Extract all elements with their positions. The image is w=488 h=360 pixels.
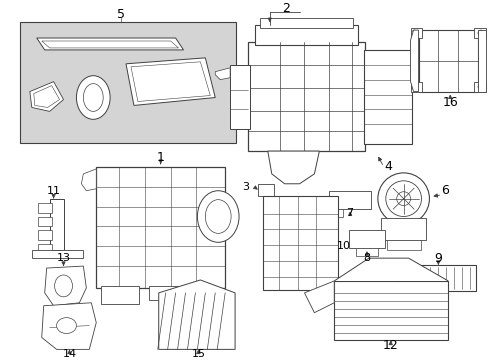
Bar (334, 281, 447, 341)
Polygon shape (215, 68, 230, 80)
Ellipse shape (411, 30, 417, 36)
Ellipse shape (411, 84, 417, 90)
Bar (32, 250, 83, 258)
Ellipse shape (477, 30, 483, 36)
Bar (148, 286, 178, 300)
Bar (257, 184, 273, 196)
Polygon shape (44, 266, 86, 306)
Ellipse shape (55, 275, 72, 297)
Ellipse shape (396, 192, 410, 206)
Polygon shape (41, 303, 96, 349)
Bar (38, 244, 52, 254)
Bar (473, 82, 485, 91)
Text: 8: 8 (363, 253, 370, 263)
Text: 4: 4 (384, 161, 392, 174)
Text: 3: 3 (242, 182, 249, 192)
Bar (398, 265, 475, 291)
Text: 12: 12 (382, 339, 398, 352)
Bar (101, 286, 139, 304)
Bar (254, 25, 357, 45)
Ellipse shape (205, 200, 231, 233)
Bar (328, 208, 343, 216)
Bar (96, 167, 224, 288)
Bar (38, 230, 52, 240)
Ellipse shape (377, 173, 428, 224)
Ellipse shape (57, 318, 76, 333)
Text: 9: 9 (433, 252, 441, 265)
Bar (380, 219, 426, 240)
Ellipse shape (83, 84, 103, 111)
Bar (230, 65, 249, 129)
Text: 13: 13 (57, 253, 70, 263)
Text: 7: 7 (346, 207, 353, 217)
Text: 15: 15 (191, 349, 205, 359)
Bar (410, 28, 422, 38)
Polygon shape (126, 58, 215, 105)
Bar (473, 28, 485, 38)
Bar (247, 42, 364, 151)
Polygon shape (81, 169, 96, 191)
Polygon shape (37, 38, 183, 50)
Bar (20, 22, 236, 143)
Polygon shape (410, 30, 418, 91)
Polygon shape (267, 151, 319, 184)
Bar (355, 248, 377, 256)
Bar (386, 240, 420, 250)
Text: 2: 2 (281, 2, 289, 15)
Bar (38, 216, 52, 226)
Text: 5: 5 (117, 8, 125, 21)
Polygon shape (304, 281, 334, 313)
Bar (328, 191, 370, 208)
Bar (259, 18, 352, 28)
Ellipse shape (477, 84, 483, 90)
Bar (38, 203, 52, 212)
Bar (418, 30, 477, 91)
Ellipse shape (385, 181, 421, 216)
Bar (410, 82, 422, 91)
Text: 11: 11 (46, 186, 61, 196)
Text: 1: 1 (157, 150, 164, 163)
Polygon shape (30, 82, 63, 111)
Bar (348, 230, 384, 248)
Bar (50, 199, 63, 250)
Text: 6: 6 (441, 184, 448, 197)
Bar (363, 50, 411, 144)
Polygon shape (477, 30, 485, 91)
Text: 14: 14 (62, 349, 77, 359)
Ellipse shape (197, 191, 239, 242)
Polygon shape (334, 258, 447, 281)
Text: 16: 16 (442, 96, 457, 109)
Ellipse shape (76, 76, 110, 119)
Bar (263, 196, 270, 204)
Text: 10: 10 (336, 241, 350, 251)
Bar (263, 196, 338, 290)
Polygon shape (159, 280, 235, 349)
